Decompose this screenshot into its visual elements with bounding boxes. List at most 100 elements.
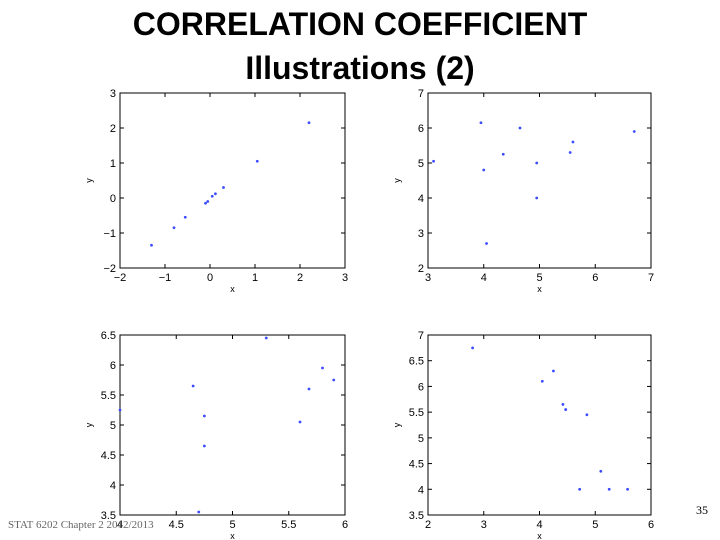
x-axis-label: x <box>230 284 235 294</box>
y-tick-label: 6.5 <box>409 356 424 368</box>
data-point <box>607 487 611 491</box>
data-point <box>197 510 201 514</box>
x-tick-label: 5 <box>536 272 542 284</box>
scatter-plot-1: −2 −1 0 1 2 3 −2 −1 0 1 2 3 x y <box>84 88 348 294</box>
plot-frame <box>427 92 652 269</box>
x-tick-label: 3 <box>342 272 348 284</box>
data-point <box>626 487 629 491</box>
data-point <box>471 346 474 350</box>
data-point <box>321 366 324 370</box>
y-tick-label: 2 <box>110 123 116 135</box>
data-point <box>482 168 486 172</box>
y-tick-label: 2 <box>418 263 424 275</box>
data-point <box>118 408 122 412</box>
data-point <box>571 140 575 144</box>
y-tick-label: 5 <box>418 158 424 170</box>
plot-frame <box>427 334 652 516</box>
data-point <box>204 201 207 205</box>
y-tick-label: 3 <box>418 228 424 240</box>
y-tick-label: −2 <box>103 263 116 275</box>
y-tick-label: 3 <box>110 88 116 100</box>
y-tick-label: 5.5 <box>101 390 116 402</box>
data-point <box>599 469 603 473</box>
data-point <box>485 242 488 245</box>
x-tick-label: 4.5 <box>169 519 184 531</box>
y-tick-label: 6 <box>110 360 116 372</box>
data-point <box>307 387 311 391</box>
x-tick-label: 2 <box>297 272 303 284</box>
y-tick-label: 7 <box>418 330 424 342</box>
y-tick-label: 4 <box>110 480 116 492</box>
slide-footer: STAT 6202 Chapter 2 2012/2013 <box>8 519 154 531</box>
y-tick-label: 6 <box>418 123 424 135</box>
x-tick-label: −2 <box>114 272 127 284</box>
x-axis-label: x <box>537 284 542 294</box>
x-tick-label: 7 <box>648 272 654 284</box>
data-point <box>564 408 568 411</box>
x-tick-label: 6 <box>592 272 598 284</box>
plot-frame <box>119 334 346 516</box>
y-tick-label: 5 <box>110 420 116 432</box>
y-tick-label: 3.5 <box>409 510 424 522</box>
data-point <box>183 215 187 219</box>
data-point <box>150 243 153 247</box>
y-tick-label: −1 <box>103 228 116 240</box>
y-axis-label: y <box>84 178 94 183</box>
scatter-plot-3: 4 4.5 5 5.5 63.544.555.566.5xy <box>84 330 348 540</box>
data-point <box>568 151 572 154</box>
x-tick-label: 6 <box>648 519 654 531</box>
data-point <box>632 130 636 133</box>
y-tick-label: 4.5 <box>101 450 116 462</box>
x-axis-label: x <box>230 531 235 540</box>
data-point <box>501 152 505 156</box>
x-tick-label: 4 <box>536 519 542 531</box>
data-point <box>540 379 544 383</box>
data-point <box>578 487 582 491</box>
data-point <box>202 444 206 448</box>
x-tick-label: 3 <box>425 272 431 284</box>
data-point <box>518 126 522 130</box>
x-tick-label: 4 <box>481 272 487 284</box>
data-point <box>222 186 225 189</box>
data-point <box>210 194 214 198</box>
data-point <box>202 414 206 418</box>
data-point <box>255 159 259 163</box>
x-tick-label: 6 <box>342 519 348 531</box>
x-tick-label: 5 <box>592 519 598 531</box>
y-tick-label: 4 <box>418 193 424 205</box>
data-point <box>172 226 176 230</box>
y-tick-label: 6 <box>418 381 424 393</box>
plot-frame <box>119 92 346 269</box>
data-point <box>264 336 268 340</box>
data-point <box>206 200 210 203</box>
title-line-1: CORRELATION COEFFICIENT <box>132 6 588 42</box>
data-point <box>585 413 589 417</box>
y-tick-label: 5.5 <box>409 407 424 419</box>
x-tick-label: 1 <box>252 272 258 284</box>
y-axis-label: y <box>392 422 402 427</box>
page-number: 35 <box>696 503 708 517</box>
x-tick-label: 5.5 <box>281 519 296 531</box>
x-tick-label: 3 <box>481 519 487 531</box>
x-tick-label: 5 <box>229 519 235 531</box>
data-point <box>191 384 195 388</box>
x-tick-label: 4 <box>117 519 123 531</box>
x-tick-label: 0 <box>207 272 213 284</box>
data-point <box>307 121 311 125</box>
data-point <box>561 403 565 406</box>
y-tick-label: 5 <box>418 433 424 445</box>
x-tick-label: 2 <box>425 519 431 531</box>
data-point <box>479 121 483 125</box>
data-point <box>214 192 217 196</box>
y-tick-label: 1 <box>110 158 116 170</box>
title-line-2: Illustrations (2) <box>245 50 475 86</box>
x-tick-label: −1 <box>159 272 172 284</box>
scatter-plot-4: 2 3 4 5 6 3.5 4 4.5 5 5.5 6 6.5 7 x y <box>392 330 654 540</box>
y-tick-label: 6.5 <box>101 330 116 342</box>
data-point <box>552 369 555 373</box>
data-point <box>535 196 539 200</box>
data-point <box>332 378 336 382</box>
y-axis-label: y <box>392 178 402 183</box>
